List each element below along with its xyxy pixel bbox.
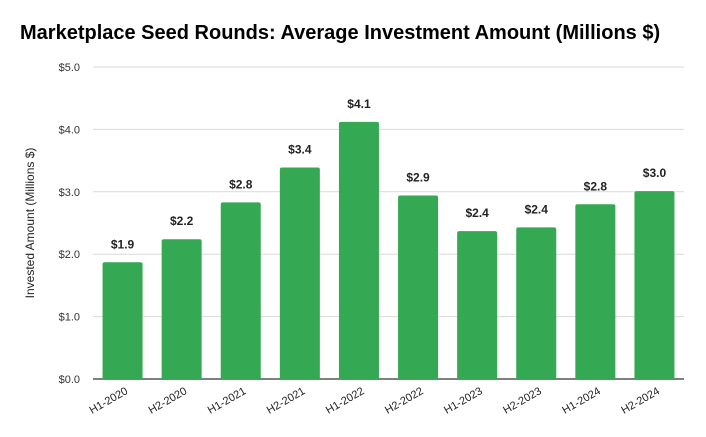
y-tick-label: $4.0: [59, 124, 80, 136]
bar-h1-2024: [575, 204, 616, 379]
bar-h1-2022: [338, 121, 379, 380]
y-axis-tick-labels: $0.0 $1.0 $2.0 $3.0 $4.0 $5.0: [59, 62, 80, 386]
data-label: $2.4: [525, 202, 549, 216]
x-tick-label: H2-2020: [147, 385, 190, 416]
x-tick-label: H2-2021: [265, 385, 308, 416]
y-tick-label: $1.0: [59, 312, 80, 324]
bars: [102, 121, 675, 380]
y-tick-label: $3.0: [59, 187, 80, 199]
data-label: $2.9: [406, 171, 430, 185]
data-labels: $1.9 $2.2 $2.8 $3.4 $4.1 $2.9 $2.4 $2.4 $2.8 $3.0: [111, 97, 667, 251]
x-tick-label: H2-2022: [383, 385, 426, 416]
chart-title: Marketplace Seed Rounds: Average Investm…: [20, 22, 661, 44]
data-label: $4.1: [347, 97, 371, 111]
data-label: $3.4: [288, 142, 312, 156]
bar-h1-2023: [457, 231, 498, 379]
y-axis-label: Invested Amount (Millions $): [23, 148, 37, 299]
bar-h1-2021: [220, 202, 261, 379]
x-tick-label: H2-2023: [501, 385, 544, 416]
bar-h2-2022: [398, 195, 439, 379]
data-label: $2.8: [229, 177, 253, 191]
data-label: $1.9: [111, 237, 135, 251]
bar-h1-2020: [102, 262, 143, 379]
data-label: $3.0: [643, 166, 667, 180]
x-tick-label: H1-2020: [88, 385, 131, 416]
x-tick-label: H2-2024: [619, 385, 662, 416]
data-label: $2.2: [170, 214, 194, 228]
x-axis-tick-labels: H1-2020 H2-2020 H1-2021 H2-2021 H1-2022 H2-20…: [88, 385, 662, 416]
bar-h2-2020: [161, 239, 202, 379]
x-tick-label: H1-2024: [560, 385, 603, 416]
bar-h2-2021: [279, 167, 320, 379]
x-tick-label: H1-2021: [206, 385, 249, 416]
y-tick-label: $5.0: [59, 62, 80, 74]
x-tick-label: H1-2023: [442, 385, 485, 416]
bar-h2-2024: [634, 191, 675, 379]
bar-h2-2023: [516, 227, 557, 379]
data-label: $2.4: [465, 206, 489, 220]
y-tick-label: $2.0: [59, 249, 80, 261]
x-tick-label: H1-2022: [324, 385, 367, 416]
y-tick-label: $0.0: [59, 374, 80, 386]
data-label: $2.8: [584, 179, 608, 193]
